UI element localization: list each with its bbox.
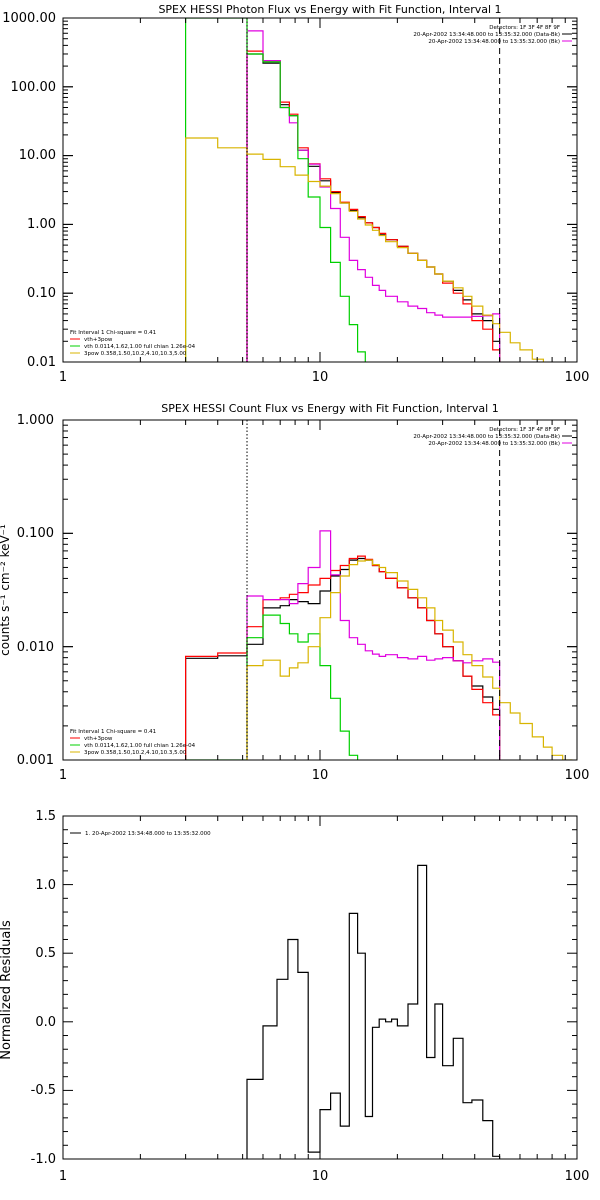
photon-flux-chart: SPEX HESSI Photon Flux vs Energy with Fi… (2, 3, 589, 385)
legend-fit-info: Fit Interval 1 Chi-square = 0.41 (70, 729, 156, 735)
x-tick-labels: 1 10 100 (59, 768, 590, 783)
info-bk-interval: 20-Apr-2002 13:34:48.000 to 13:35:32.000… (428, 441, 560, 447)
axis-ticks (62, 419, 578, 761)
y-tick-labels: 0.001 0.010 0.100 1.000 (17, 413, 54, 768)
legend-item-label: 3pow 0.358,1.50,10.2,4.10,10.3,5.00 (84, 750, 187, 756)
info-detectors: Detectors: 1F 3F 4F 8F 9F (489, 25, 560, 31)
info-data-interval: 20-Apr-2002 13:34:48.000 to 13:35:32.000… (413, 434, 560, 440)
legend: 1. 20-Apr-2002 13:34:48.000 to 13:35:32.… (70, 831, 211, 837)
reference-lines (246, 18, 501, 362)
y-tick-label: -0.5 (31, 1083, 56, 1098)
y-tick-label: 1.00 (27, 217, 56, 232)
y-tick-label: -1.0 (31, 1152, 56, 1167)
y-tick-labels: 0.01 0.10 1.00 10.00 100.00 1000.00 (2, 11, 56, 370)
x-tick-label: 10 (312, 370, 329, 385)
legend-item-label: vth 0.0114,1.62,1.00 full chian 1.26e-04 (84, 743, 196, 749)
y-tick-label: 1.0 (35, 878, 56, 893)
series-residuals (246, 864, 501, 1159)
reference-lines (246, 420, 501, 760)
series-power-law (185, 137, 553, 362)
y-tick-label: 0.01 (27, 355, 56, 370)
x-tick-labels: 1 10 100 (59, 370, 590, 385)
x-tick-label: 10 (312, 1169, 329, 1184)
legend-item-label: vth+3pow (84, 337, 113, 343)
axis-ticks (62, 17, 578, 363)
x-tick-labels: 1 10 100 (59, 1169, 590, 1184)
info-block: Detectors: 1F 3F 4F 8F 9F 20-Apr-2002 13… (413, 25, 572, 45)
y-tick-label: 0.5 (35, 946, 56, 961)
series-power-law (246, 559, 573, 760)
x-tick-label: 10 (312, 768, 329, 783)
count-flux-chart: SPEX HESSI Count Flux vs Energy with Fit… (0, 402, 589, 783)
info-data-interval: 20-Apr-2002 13:34:48.000 to 13:35:32.000… (413, 32, 560, 38)
y-tick-label: 0.10 (27, 286, 56, 301)
series-thermal (185, 614, 359, 760)
y-tick-labels: -1.0 -0.5 0.0 0.5 1.0 1.5 (31, 809, 56, 1167)
x-tick-label: 1 (59, 370, 67, 385)
y-tick-label: 0.0 (35, 1015, 56, 1030)
legend-item-label: vth 0.0114,1.62,1.00 full chian 1.26e-04 (84, 344, 196, 350)
legend-item-label: 3pow 0.358,1.50,10.2,4.10,10.3,5.00 (84, 351, 187, 357)
info-block: Detectors: 1F 3F 4F 8F 9F 20-Apr-2002 13… (413, 427, 572, 447)
legend-item-label: vth+3pow (84, 736, 113, 742)
axis-ticks (62, 815, 578, 1160)
y-tick-label: 0.001 (17, 753, 54, 768)
y-tick-label: 1000.00 (2, 11, 56, 26)
y-tick-label: 1.5 (35, 809, 56, 824)
legend: Fit Interval 1 Chi-square = 0.41 vth+3po… (70, 330, 196, 357)
y-tick-label: 100.00 (11, 80, 57, 95)
series-background (246, 530, 501, 760)
y-tick-label: 0.010 (17, 640, 54, 655)
y-tick-label: 1.000 (17, 413, 54, 428)
chart-title: SPEX HESSI Photon Flux vs Energy with Fi… (158, 3, 501, 16)
legend-item-label: 1. 20-Apr-2002 13:34:48.000 to 13:35:32.… (85, 831, 211, 837)
series-group (185, 18, 553, 362)
x-tick-label: 1 (59, 1169, 67, 1184)
y-tick-label: 0.100 (17, 526, 54, 541)
y-tick-label: 10.00 (19, 148, 56, 163)
series-group (185, 530, 573, 760)
series-group (246, 864, 501, 1159)
legend: Fit Interval 1 Chi-square = 0.41 vth+3po… (70, 729, 196, 756)
legend-fit-info: Fit Interval 1 Chi-square = 0.41 (70, 330, 156, 336)
y-axis-label: counts s⁻¹ cm⁻² keV⁻¹ (0, 524, 12, 656)
x-tick-label: 100 (565, 370, 590, 385)
x-tick-label: 100 (565, 768, 590, 783)
x-tick-label: 100 (565, 1169, 590, 1184)
series-thermal (185, 18, 370, 362)
x-tick-label: 1 (59, 768, 67, 783)
info-bk-interval: 20-Apr-2002 13:34:48.000 to 13:35:32.000… (428, 39, 560, 45)
chart-title: SPEX HESSI Count Flux vs Energy with Fit… (161, 402, 498, 415)
residuals-chart: Normalized Residuals -1.0 -0.5 0.0 0.5 1… (0, 809, 589, 1184)
info-detectors: Detectors: 1F 3F 4F 8F 9F (489, 427, 560, 433)
y-axis-label: Normalized Residuals (0, 920, 14, 1060)
